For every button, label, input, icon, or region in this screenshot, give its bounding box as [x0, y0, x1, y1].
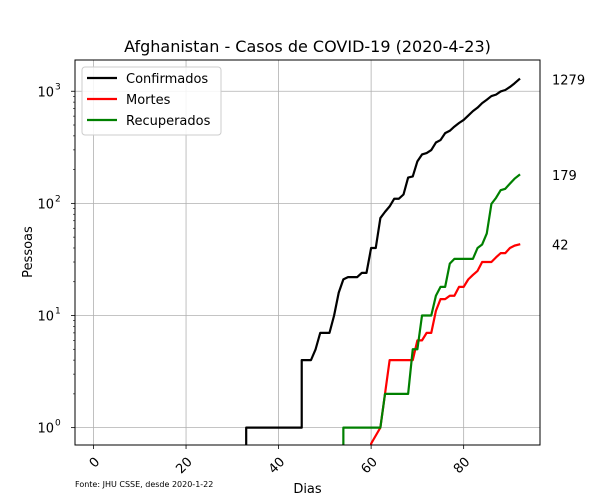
end-label-recuperados: 179 [552, 169, 577, 184]
x-tick-label: 20 [173, 455, 195, 477]
legend-label: Confirmados [126, 72, 208, 87]
y-tick-label: 10 [37, 310, 54, 325]
series-line-recuperados [342, 173, 521, 445]
y-tick-label: 10 [37, 85, 54, 100]
legend-box [81, 66, 222, 136]
y-tick-exponent: 0 [55, 419, 61, 429]
x-tick-label: 80 [451, 455, 473, 477]
legend-label: Mortes [126, 93, 171, 108]
source-note: Fonte: JHU CSSE, desde 2020-1-22 [75, 480, 213, 489]
series-lines [245, 77, 521, 445]
series-line-confirmados [245, 77, 521, 445]
y-axis-label: Pessoas [21, 226, 36, 278]
end-label-mortes: 42 [552, 238, 569, 253]
y-tick-label: 10 [37, 197, 54, 212]
y-tick-exponent: 1 [55, 307, 61, 317]
x-tick-label: 60 [358, 455, 380, 477]
legend: Confirmados Mortes Recuperados [81, 66, 222, 136]
y-tick-exponent: 2 [55, 194, 61, 204]
plot-frame [74, 59, 541, 446]
x-tick-label: 40 [266, 455, 288, 477]
x-tick-label: 0 [87, 455, 103, 471]
y-tick-label: 10 [37, 422, 54, 437]
x-axis-label: Dias [293, 482, 322, 497]
x-axis-ticks: 0 20 40 60 80 [87, 445, 473, 477]
end-label-confirmados: 1279 [552, 73, 585, 88]
end-labels: 1279 42 179 [552, 73, 585, 253]
legend-label: Recuperados [126, 114, 211, 129]
series-line-mortes [370, 243, 521, 445]
y-tick-exponent: 3 [55, 82, 61, 92]
chart-title: Afghanistan - Casos de COVID-19 (2020-4-… [124, 37, 491, 56]
